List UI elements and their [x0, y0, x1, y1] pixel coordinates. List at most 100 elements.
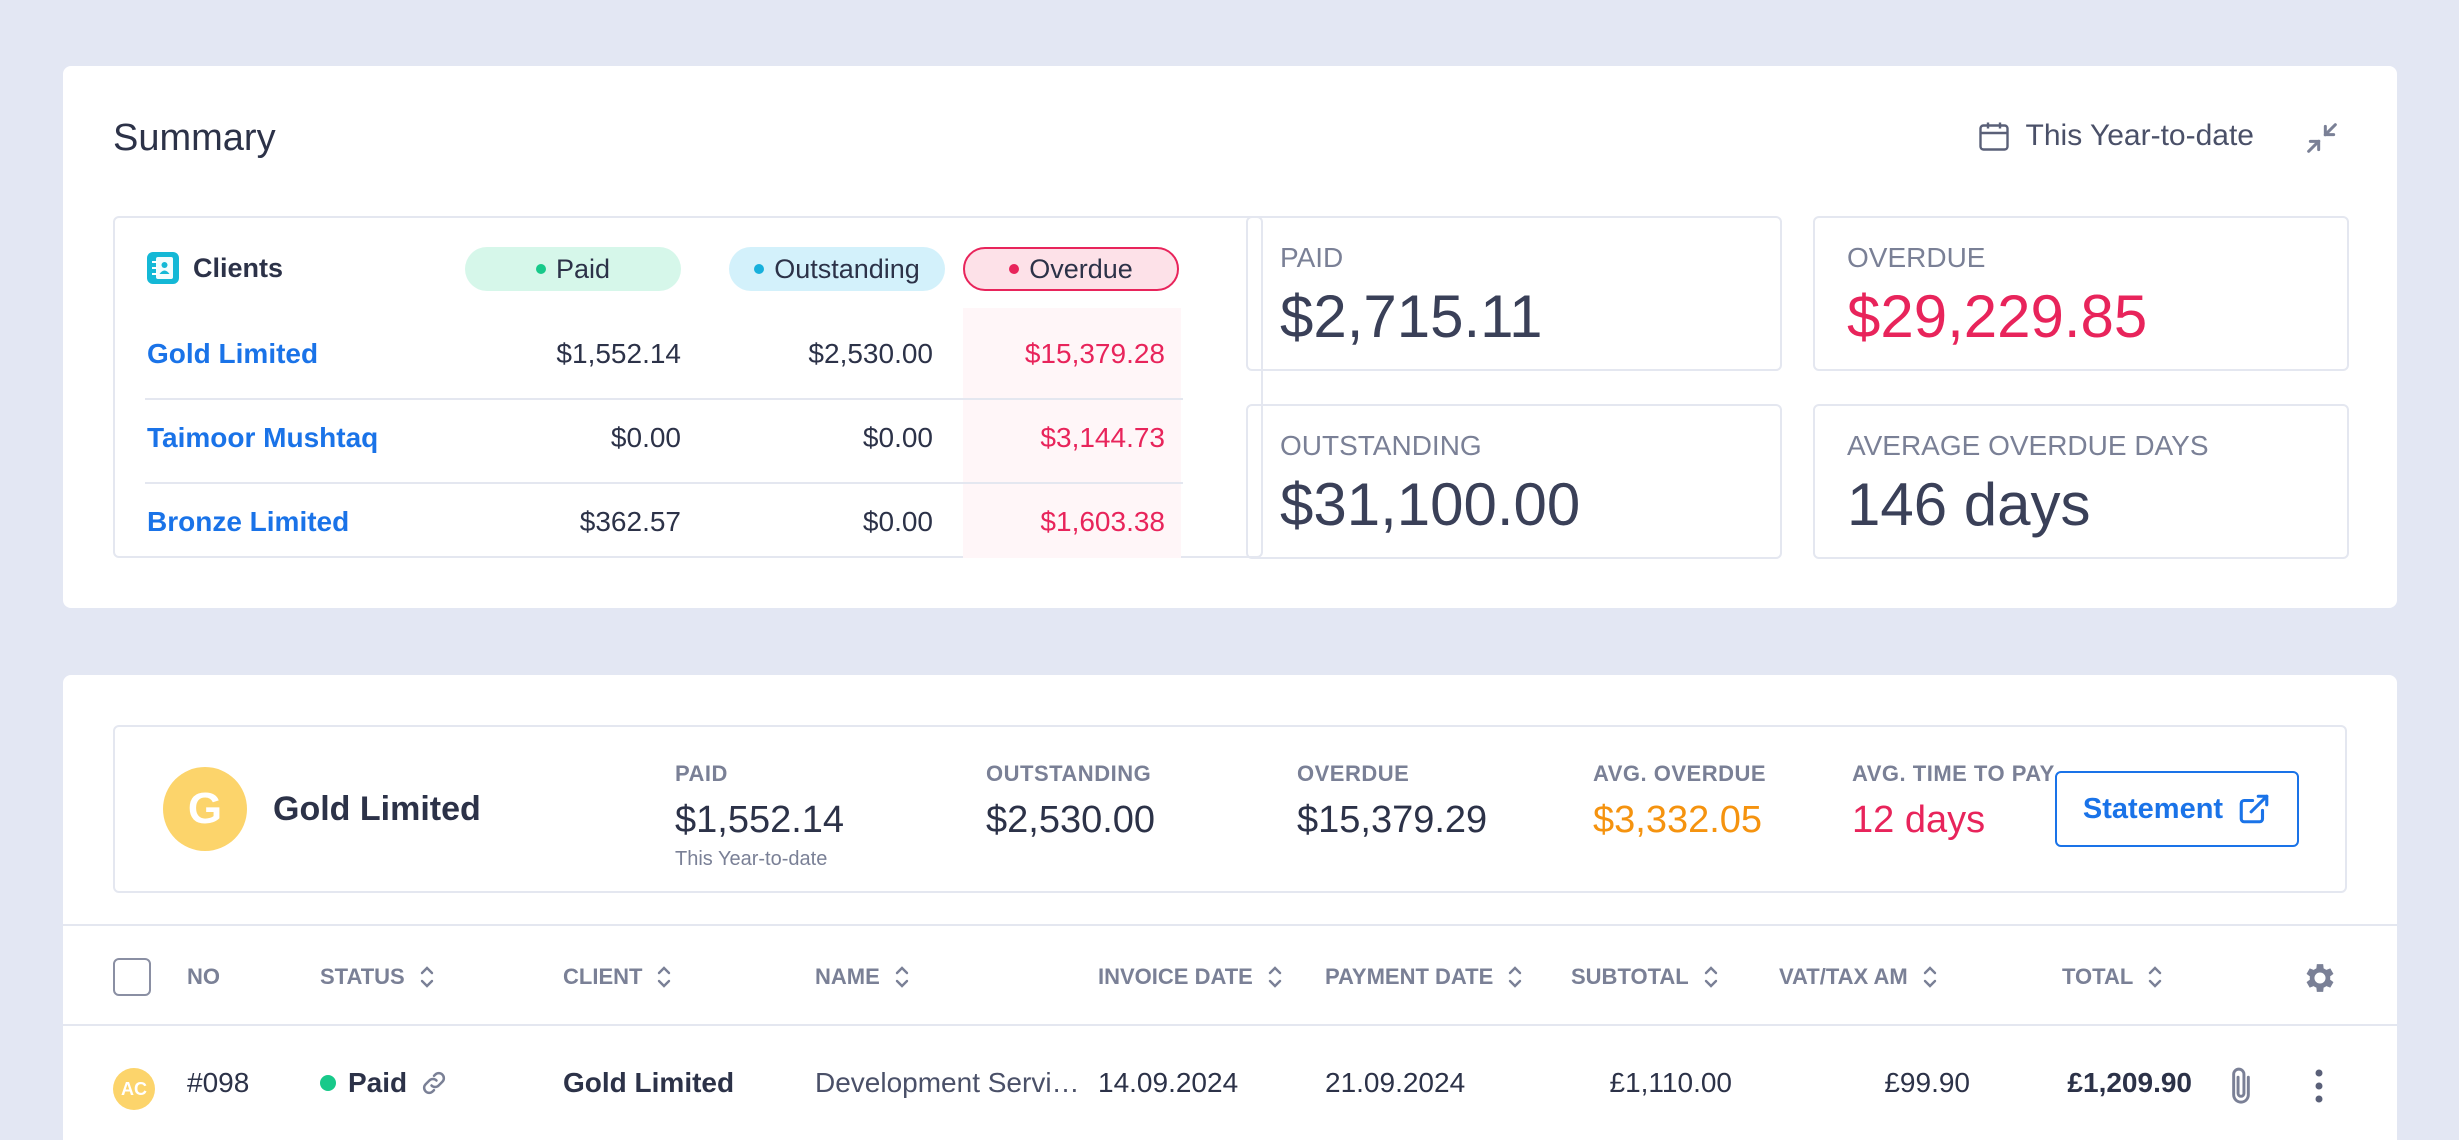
overdue-dot-icon [1009, 264, 1020, 274]
statement-button-label: Statement [2082, 792, 2224, 825]
column-header-invoice-date[interactable]: INVOICE DATE [1098, 964, 1283, 990]
outstanding-pill-label: Outstanding [774, 253, 920, 284]
invoice-table-header: NO STATUS CLIENT NAME INVOICE DATE PAYME… [63, 926, 2397, 1026]
kpi-label: OUTSTANDING [986, 761, 1152, 786]
payment-date-cell: 21.09.2024 [1325, 1067, 1466, 1098]
gear-icon[interactable] [2301, 959, 2339, 997]
column-label: PAYMENT DATE [1325, 964, 1494, 989]
link-icon[interactable] [419, 1068, 449, 1098]
sort-icon [1268, 966, 1282, 988]
statement-button[interactable]: Statement [2055, 771, 2299, 847]
client-summary-strip: G Gold Limited PAID $1,552.14 This Year-… [113, 725, 2347, 893]
client-row: Taimoor Mushtaq $0.00 $0.00 $3,144.73 [145, 400, 1183, 484]
overdue-pill-label: Overdue [1029, 253, 1133, 284]
stat-average-overdue-days: AVERAGE OVERDUE DAYS 146 days [1813, 404, 2349, 559]
table-divider [63, 924, 2397, 926]
kpi-paid: PAID $1,552.14 This Year-to-date [675, 761, 844, 871]
column-header-no: NO [187, 964, 220, 990]
stat-overdue: OVERDUE $29,229.85 [1813, 216, 2349, 371]
client-outstanding-value: $0.00 [862, 506, 933, 537]
invoice-date-cell: 14.09.2024 [1098, 1067, 1239, 1098]
stat-outstanding: OUTSTANDING $31,100.00 [1246, 404, 1782, 559]
column-label: VAT/TAX AM [1779, 964, 1908, 989]
stat-value: $31,100.00 [1280, 471, 1581, 538]
kpi-avg-overdue: AVG. OVERDUE $3,332.05 [1593, 761, 1766, 842]
column-label: INVOICE DATE [1098, 964, 1253, 989]
kpi-label: AVG. TIME TO PAY [1852, 761, 2055, 786]
select-all-checkbox[interactable] [113, 958, 151, 996]
outstanding-column-pill[interactable]: Outstanding [729, 247, 945, 291]
overdue-column-pill[interactable]: Overdue [963, 247, 1179, 291]
status-label: Paid [348, 1067, 408, 1098]
client-overdue-value: $1,603.38 [1040, 506, 1165, 537]
kpi-value: $2,530.00 [986, 799, 1156, 841]
kpi-overdue: OVERDUE $15,379.29 [1297, 761, 1487, 842]
column-header-vat[interactable]: VAT/TAX AM [1779, 964, 1938, 990]
collapse-icon[interactable] [2302, 118, 2342, 158]
column-header-total[interactable]: TOTAL [2062, 964, 2163, 990]
subtotal-cell: £1,110.00 [1609, 1067, 1733, 1098]
clients-table-header: Clients Paid Outstanding Overdue [115, 218, 1261, 300]
column-label: STATUS [320, 964, 405, 989]
column-label: NO [187, 964, 220, 989]
column-header-status[interactable]: STATUS [320, 964, 435, 990]
stat-label: OUTSTANDING [1280, 430, 1482, 461]
invoice-number: #098 [187, 1067, 250, 1098]
client-row: Gold Limited $1,552.14 $2,530.00 $15,379… [145, 316, 1183, 400]
column-header-client[interactable]: CLIENT [563, 964, 672, 990]
status-cell: Paid [320, 1067, 449, 1099]
stat-label: OVERDUE [1847, 242, 1986, 273]
client-outstanding-value: $2,530.00 [808, 338, 933, 369]
sort-icon [420, 966, 433, 988]
column-label: NAME [815, 964, 880, 989]
kpi-label: OVERDUE [1297, 761, 1410, 786]
table-row[interactable]: AC #098 Paid Gold Limited Development Se… [63, 1028, 2397, 1138]
kpi-outstanding: OUTSTANDING $2,530.00 [986, 761, 1155, 842]
clients-header-label: Clients [147, 252, 283, 284]
contact-book-icon [147, 252, 179, 284]
column-label: TOTAL [2062, 964, 2134, 989]
kpi-value: $15,379.29 [1297, 799, 1488, 841]
client-paid-value: $362.57 [579, 506, 681, 537]
client-overdue-value: $3,144.73 [1040, 422, 1165, 453]
date-range-label: This Year-to-date [2025, 119, 2254, 152]
paperclip-icon[interactable] [2223, 1064, 2259, 1108]
stat-label: PAID [1280, 242, 1344, 273]
vat-cell: £99.90 [1884, 1067, 1970, 1098]
client-paid-value: $1,552.14 [556, 338, 681, 369]
date-range-selector[interactable]: This Year-to-date [1976, 118, 2254, 154]
column-header-subtotal[interactable]: SUBTOTAL [1571, 964, 1719, 990]
sort-icon [1923, 966, 1936, 988]
client-cell[interactable]: Gold Limited [563, 1067, 735, 1098]
clients-table: Clients Paid Outstanding Overdue Gold Li… [113, 216, 1263, 558]
column-header-name[interactable]: NAME [815, 964, 910, 990]
stat-paid: PAID $2,715.11 [1246, 216, 1782, 371]
kpi-value: $1,552.14 [675, 799, 845, 841]
kebab-menu-icon[interactable] [2309, 1066, 2329, 1106]
summary-title: Summary [113, 117, 276, 159]
stat-value: $29,229.85 [1847, 283, 2148, 350]
client-overdue-value: $15,379.28 [1024, 338, 1165, 369]
total-cell: £1,209.90 [2067, 1067, 2192, 1098]
client-row: Bronze Limited $362.57 $0.00 $1,603.38 [145, 484, 1183, 568]
kpi-value: $3,332.05 [1593, 799, 1763, 841]
kpi-avg-time-to-pay: AVG. TIME TO PAY 12 days [1852, 761, 2055, 842]
kpi-value: 12 days [1852, 799, 1986, 841]
stat-label: AVERAGE OVERDUE DAYS [1847, 430, 2209, 461]
kpi-label: AVG. OVERDUE [1593, 761, 1767, 786]
column-label: SUBTOTAL [1571, 964, 1689, 989]
sort-icon [1509, 966, 1522, 988]
client-avatar: G [163, 767, 247, 851]
column-header-payment-date[interactable]: PAYMENT DATE [1325, 964, 1523, 990]
column-label: CLIENT [563, 964, 643, 989]
client-name-link[interactable]: Gold Limited [147, 338, 319, 369]
client-name-link[interactable]: Bronze Limited [147, 506, 350, 537]
overdue-column-highlight [963, 308, 1181, 558]
client-detail-card: G Gold Limited PAID $1,552.14 This Year-… [63, 675, 2397, 1140]
paid-column-pill[interactable]: Paid [465, 247, 681, 291]
client-paid-value: $0.00 [610, 422, 681, 453]
paid-pill-label: Paid [555, 253, 611, 284]
outstanding-dot-icon [754, 264, 765, 274]
stat-value: 146 days [1847, 471, 2091, 538]
client-name-link[interactable]: Taimoor Mushtaq [147, 422, 379, 453]
